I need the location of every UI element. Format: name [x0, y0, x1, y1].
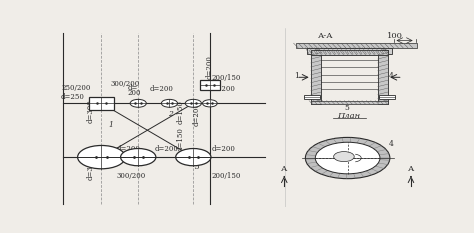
Text: 2: 2: [314, 54, 319, 62]
Text: 2: 2: [168, 110, 173, 118]
Text: 4: 4: [389, 72, 394, 79]
Circle shape: [305, 137, 390, 179]
Text: 4: 4: [389, 140, 394, 148]
Bar: [303, 95, 320, 99]
Text: 200: 200: [127, 89, 141, 97]
Text: А: А: [281, 165, 287, 173]
Text: 1: 1: [294, 72, 299, 79]
Text: d=200: d=200: [193, 102, 201, 126]
Bar: [296, 43, 418, 48]
Bar: [89, 97, 114, 110]
Text: План: План: [337, 112, 360, 120]
Circle shape: [78, 145, 125, 169]
Text: 200/150: 200/150: [212, 172, 241, 180]
Text: d=150: d=150: [176, 127, 184, 151]
Text: 1: 1: [108, 121, 113, 129]
Text: А: А: [408, 165, 414, 173]
Bar: [200, 80, 220, 90]
Circle shape: [176, 148, 211, 166]
Text: 250/200: 250/200: [61, 84, 91, 92]
Text: d=200: d=200: [212, 85, 236, 93]
Text: 100: 100: [387, 32, 403, 40]
Bar: [311, 50, 388, 55]
Text: 5: 5: [344, 104, 349, 112]
Text: d=300: d=300: [86, 156, 94, 180]
Circle shape: [202, 100, 217, 107]
Circle shape: [334, 152, 354, 162]
Circle shape: [161, 99, 178, 107]
Text: 3: 3: [195, 163, 200, 171]
Text: d=200: d=200: [212, 145, 236, 153]
Text: А-А: А-А: [318, 32, 333, 40]
Text: d=200: d=200: [116, 145, 140, 153]
Bar: [311, 50, 321, 104]
Text: 300/200: 300/200: [116, 172, 146, 180]
Bar: [379, 95, 395, 99]
Circle shape: [185, 99, 201, 107]
Text: d=200: d=200: [206, 55, 214, 79]
Text: 200/150: 200/150: [212, 74, 241, 82]
Text: d=300: d=300: [86, 99, 94, 123]
Circle shape: [130, 99, 146, 107]
Text: d=200: d=200: [155, 145, 179, 153]
Circle shape: [120, 148, 156, 166]
Bar: [307, 48, 392, 54]
Text: 300/200: 300/200: [110, 80, 140, 88]
Bar: [311, 101, 388, 104]
Text: d=200: d=200: [149, 85, 173, 93]
Circle shape: [315, 142, 380, 174]
Text: d=250: d=250: [61, 93, 85, 101]
Text: d=: d=: [127, 84, 137, 92]
Bar: [378, 50, 388, 104]
Text: d=150: d=150: [176, 100, 184, 124]
